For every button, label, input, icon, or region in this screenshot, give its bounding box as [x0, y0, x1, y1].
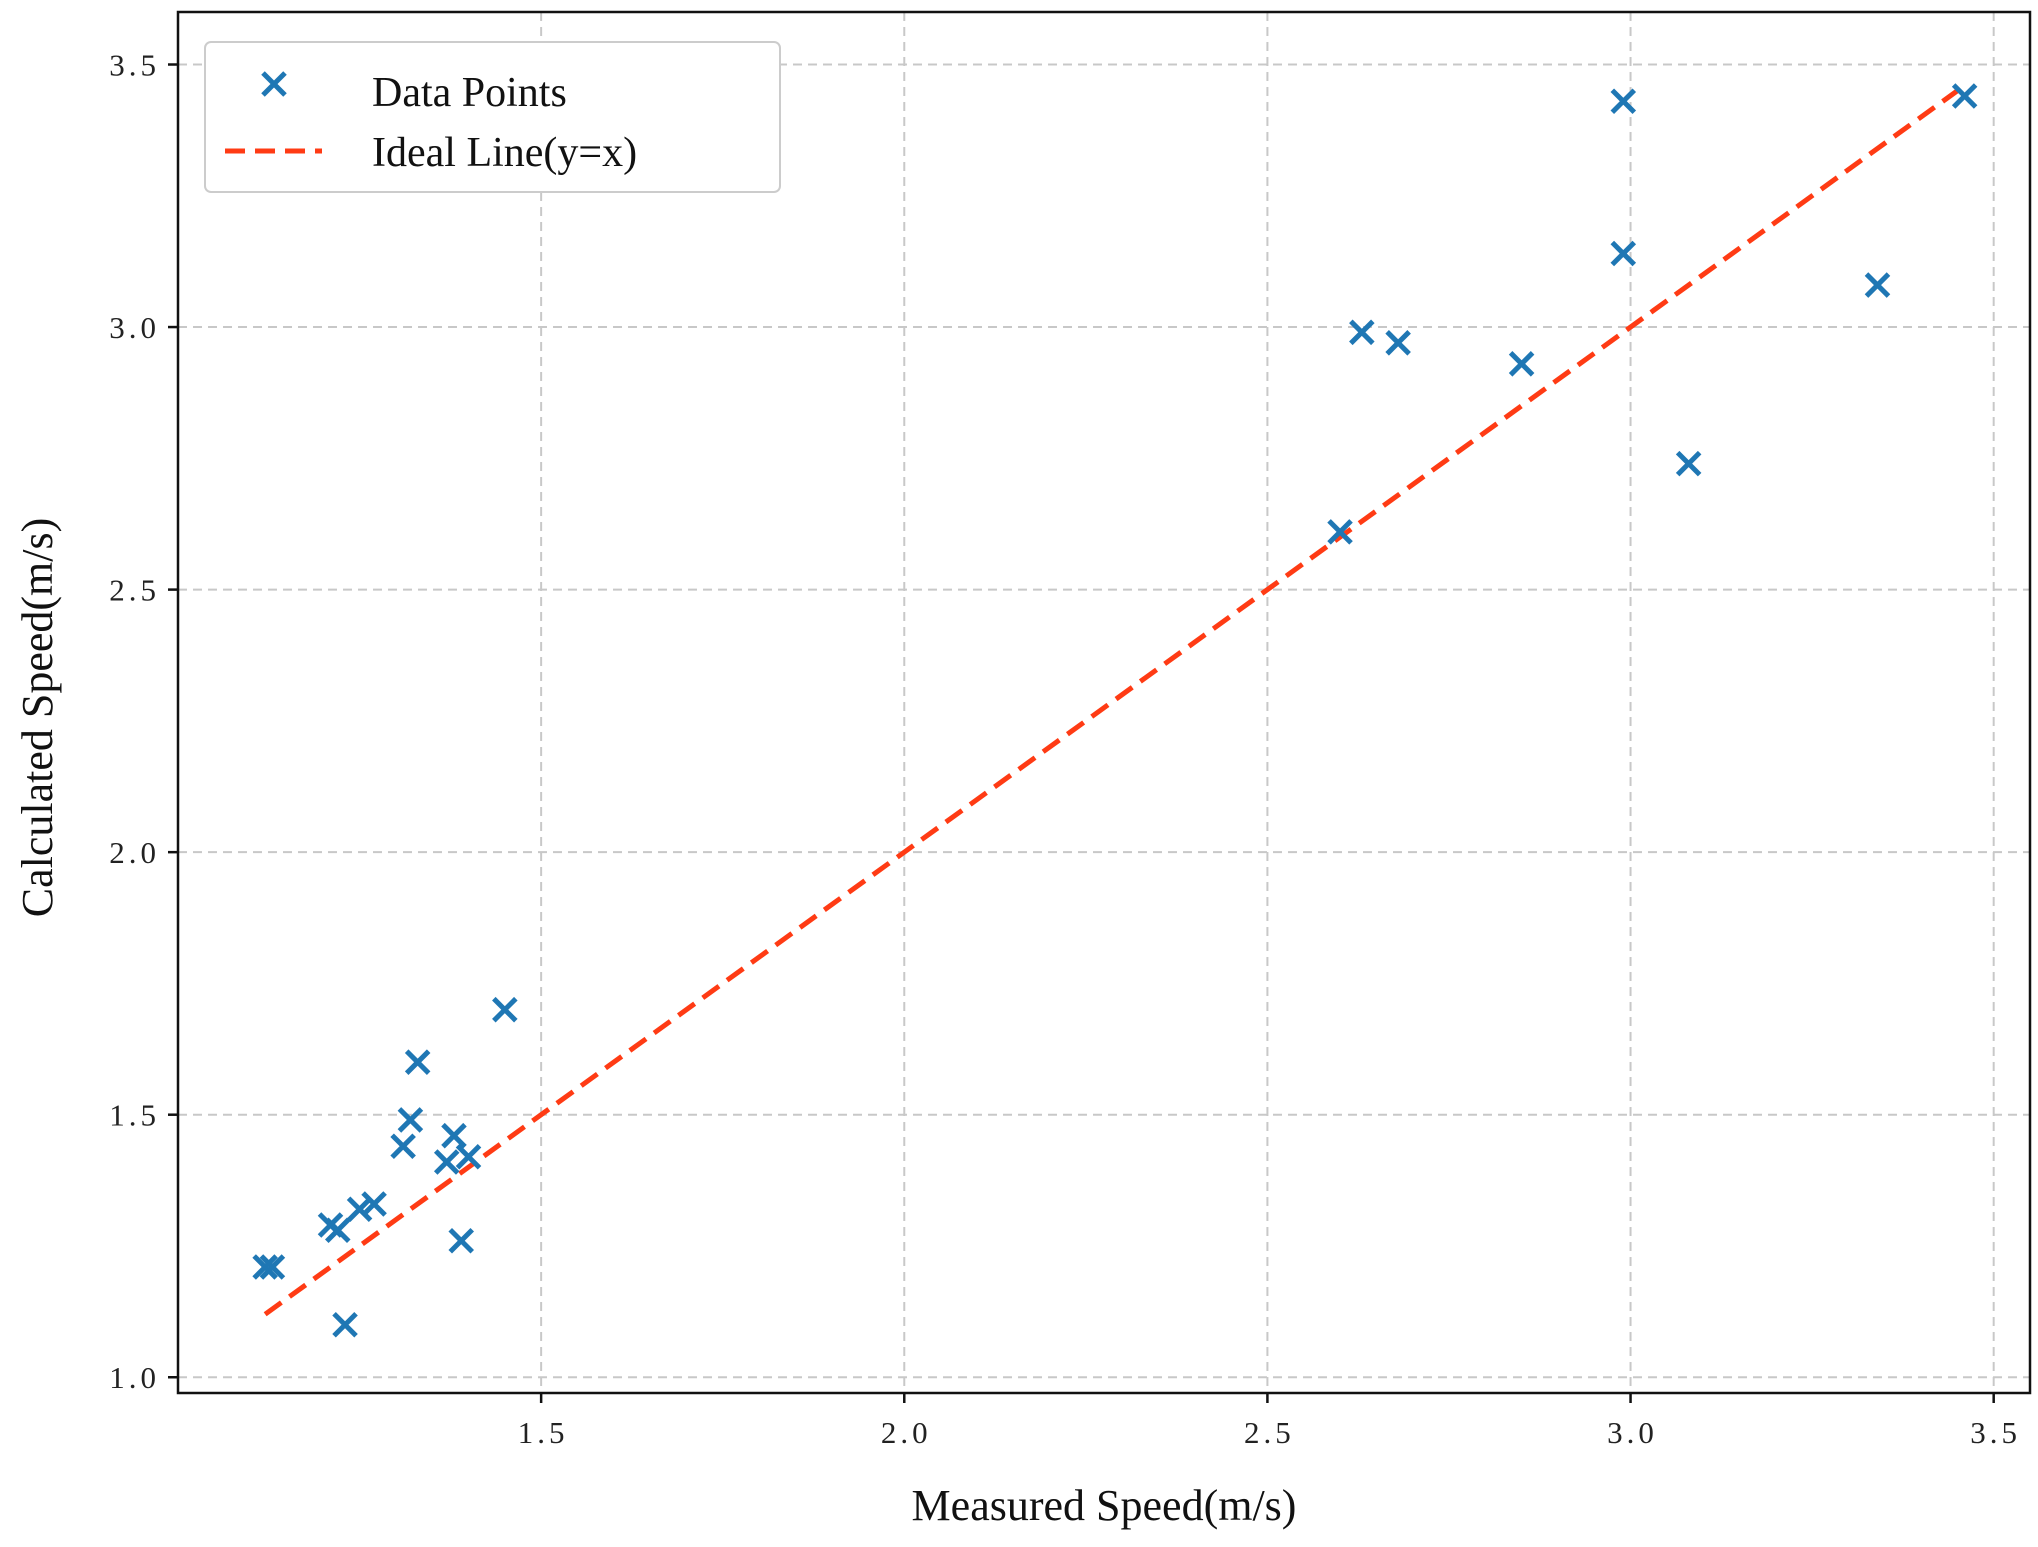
data-point — [259, 1254, 286, 1280]
data-point — [390, 1133, 416, 1159]
data-point — [1385, 330, 1411, 356]
ideal-line — [263, 83, 1967, 1317]
data-point — [1675, 450, 1702, 477]
data-point — [404, 1049, 431, 1075]
y-tick-label: 1.0 — [109, 1360, 160, 1395]
axis-ticks: 1.5 2.0 2.5 3.0 3.5 1.0 1.5 2.0 2.5 3.0 3.5 — [109, 48, 2021, 1450]
data-point — [492, 996, 518, 1023]
y-tick-label: 3.0 — [109, 310, 160, 345]
x-tick-label: 1.5 — [518, 1415, 569, 1450]
y-axis-label: Calculated Speed(m/s) — [13, 518, 62, 918]
data-point — [455, 1143, 482, 1170]
data-point — [325, 1217, 351, 1243]
data-point — [441, 1122, 467, 1149]
data-point — [397, 1107, 424, 1133]
data-point — [1864, 272, 1891, 298]
legend-label-ideal-line: Ideal Line(y=x) — [372, 130, 637, 176]
x-tick-label: 3.0 — [1607, 1415, 1658, 1450]
y-tick-label: 2.0 — [109, 835, 160, 870]
x-tick-label: 2.0 — [881, 1415, 932, 1450]
x-tick-label: 2.5 — [1244, 1415, 1295, 1450]
x-axis-label: Measured Speed(m/s) — [912, 1481, 1297, 1530]
data-point — [332, 1311, 358, 1338]
data-point — [433, 1149, 460, 1175]
data-point — [252, 1254, 278, 1280]
x-tick-label: 3.5 — [1970, 1415, 2021, 1450]
legend-label-data-points: Data Points — [372, 70, 567, 116]
legend: Data Points Ideal Line(y=x) — [204, 41, 781, 193]
legend-x-icon — [261, 71, 287, 97]
legend-box — [204, 41, 781, 193]
data-points-layer — [252, 83, 1978, 1338]
data-point — [1610, 240, 1637, 267]
legend-marker-x-icon — [261, 71, 287, 97]
data-point — [1349, 319, 1375, 346]
ideal-line-layer — [263, 83, 1967, 1317]
plot-frame — [176, 10, 2032, 1395]
y-tick-label: 3.5 — [109, 48, 160, 83]
y-tick-label: 2.5 — [109, 573, 160, 608]
data-point — [346, 1196, 373, 1222]
data-point — [448, 1227, 475, 1254]
y-tick-label: 1.5 — [109, 1098, 160, 1133]
data-point — [1951, 83, 1978, 109]
data-point — [361, 1191, 387, 1217]
data-point — [1508, 351, 1535, 377]
grid — [178, 12, 2030, 1393]
data-point — [1327, 519, 1353, 545]
data-point — [1610, 88, 1637, 115]
